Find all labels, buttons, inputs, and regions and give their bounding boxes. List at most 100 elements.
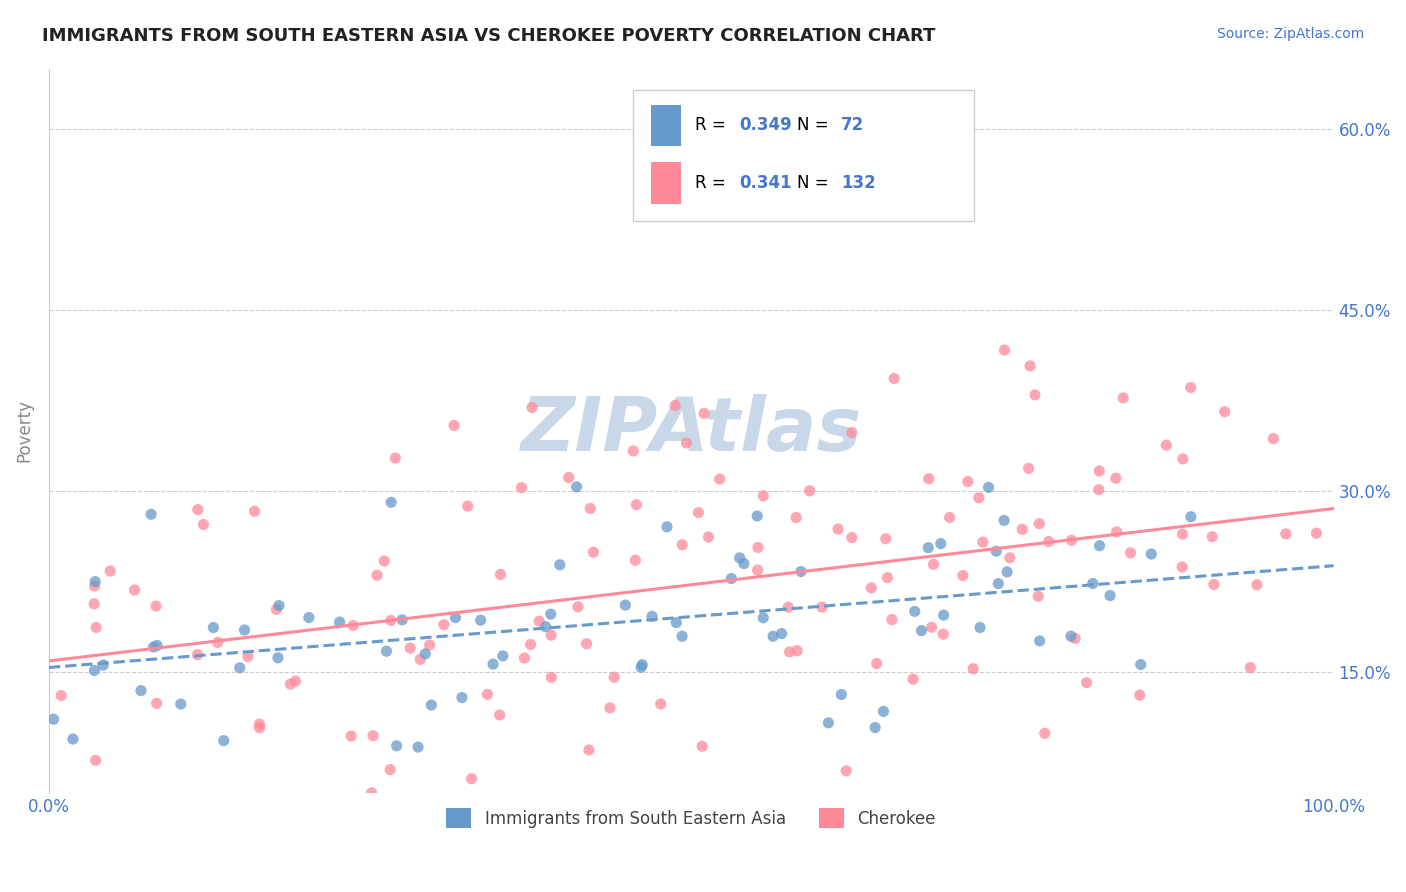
Point <box>1105 471 1128 485</box>
Point <box>995 565 1018 579</box>
Point <box>1180 509 1202 524</box>
Point <box>835 764 858 778</box>
Point <box>579 501 602 516</box>
Point <box>1038 534 1060 549</box>
Point <box>762 629 785 643</box>
Point <box>671 629 693 643</box>
Point <box>1202 577 1225 591</box>
Text: 0.349: 0.349 <box>740 117 792 135</box>
Text: 0.341: 0.341 <box>740 174 792 192</box>
Text: ZIPAtlas: ZIPAtlas <box>520 394 862 467</box>
Point <box>799 483 821 498</box>
Point <box>778 600 800 615</box>
Point <box>1076 675 1098 690</box>
Point <box>866 657 889 671</box>
Point <box>671 538 693 552</box>
Point <box>391 613 413 627</box>
Point <box>488 708 510 723</box>
Point <box>1088 539 1111 553</box>
Point <box>830 688 852 702</box>
Point <box>1246 578 1268 592</box>
Point <box>91 658 114 673</box>
Point <box>956 475 979 489</box>
Text: N =: N = <box>797 174 834 192</box>
Point <box>186 648 208 662</box>
Y-axis label: Poverty: Poverty <box>15 399 32 462</box>
Point <box>202 621 225 635</box>
Point <box>145 599 167 613</box>
Point <box>366 568 388 582</box>
Point <box>84 753 107 767</box>
Point <box>229 661 252 675</box>
Point <box>236 649 259 664</box>
Point <box>972 535 994 549</box>
Point <box>451 690 474 705</box>
Point <box>792 827 814 841</box>
Point <box>139 508 162 522</box>
Point <box>728 551 751 566</box>
Point <box>1026 590 1049 604</box>
Text: R =: R = <box>695 117 731 135</box>
Point <box>599 701 621 715</box>
Point <box>527 614 550 628</box>
Point <box>875 532 897 546</box>
Point <box>1081 576 1104 591</box>
Point <box>904 604 927 618</box>
Point <box>170 697 193 711</box>
Point <box>212 733 235 747</box>
Point <box>1119 546 1142 560</box>
Point <box>921 620 943 634</box>
Point <box>863 721 886 735</box>
Point <box>266 602 288 616</box>
Point <box>1024 388 1046 402</box>
Point <box>1019 359 1042 373</box>
Point <box>380 614 402 628</box>
Point <box>520 401 543 415</box>
Point <box>938 510 960 524</box>
Point <box>83 664 105 678</box>
Point <box>779 645 801 659</box>
Point <box>361 729 384 743</box>
Point <box>83 597 105 611</box>
Point <box>693 406 716 420</box>
Point <box>174 791 197 805</box>
Point <box>419 638 441 652</box>
Point <box>962 662 984 676</box>
Point <box>785 510 807 524</box>
Point <box>665 615 688 630</box>
Point <box>145 697 167 711</box>
Point <box>752 489 775 503</box>
Point <box>540 670 562 684</box>
Point <box>1171 527 1194 541</box>
Point <box>420 698 443 712</box>
Point <box>98 564 121 578</box>
Point <box>565 480 588 494</box>
Text: R =: R = <box>695 174 735 192</box>
Point <box>1156 438 1178 452</box>
Point <box>567 599 589 614</box>
Point <box>872 705 894 719</box>
Point <box>1112 391 1135 405</box>
Point <box>1028 634 1050 648</box>
Point <box>1018 461 1040 475</box>
Point <box>1129 657 1152 672</box>
Point <box>360 786 382 800</box>
Point <box>582 545 605 559</box>
Point <box>380 763 402 777</box>
Point <box>1180 380 1202 394</box>
Point <box>1088 464 1111 478</box>
Point <box>557 470 579 484</box>
Point <box>298 610 321 624</box>
Point <box>460 772 482 786</box>
Point <box>1275 527 1298 541</box>
Point <box>415 647 437 661</box>
Point <box>860 581 883 595</box>
Point <box>880 613 903 627</box>
Point <box>51 689 73 703</box>
Point <box>922 558 945 572</box>
Point <box>373 554 395 568</box>
Point <box>575 637 598 651</box>
Point <box>193 517 215 532</box>
Point <box>1060 629 1083 643</box>
Point <box>986 544 1008 558</box>
